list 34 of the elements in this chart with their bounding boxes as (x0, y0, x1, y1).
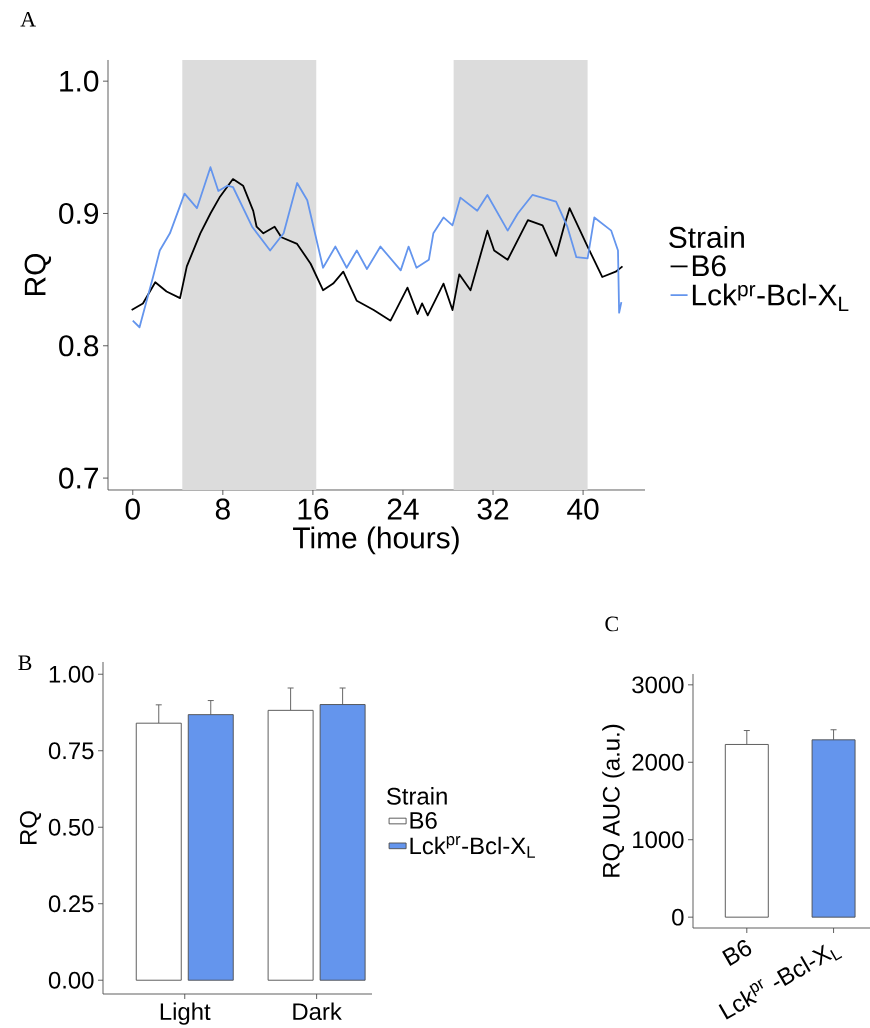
y-tick-label: 0.8 (59, 335, 99, 357)
y-axis-title: RQ AUC (a.u.) (602, 724, 625, 877)
x-tick-label: 16 (298, 498, 329, 520)
x-tick-label: Light (160, 1002, 211, 1025)
y-tick-label: 0.9 (59, 202, 99, 225)
legend-label: Lck$^{pr}$-Bcl-X$_{L}$ (692, 283, 849, 312)
legend-label: B6 (692, 255, 726, 277)
x-tick-label: 32 (477, 498, 509, 520)
legend-label: B6 (410, 811, 437, 829)
y-axis-title: RQ (24, 254, 52, 295)
x-axis-title: Time (hours) (293, 526, 459, 555)
legend-title: Strain (669, 226, 744, 249)
text: A (20, 11, 36, 27)
y-tick-label: 1000 (633, 831, 684, 849)
y-tick-label: 0 (672, 908, 684, 926)
y-tick-label: 0.00 (48, 971, 94, 989)
y-tick-label: 1.00 (49, 665, 94, 683)
y-tick-label: 0.25 (48, 895, 94, 913)
x-tick-label: Dark (293, 1002, 342, 1021)
text: B (18, 655, 32, 670)
x-tick-label: 24 (387, 498, 419, 520)
y-axis-title: RQ (19, 811, 42, 844)
legend-label: Lck$^{pr}$-Bcl-X$_{L}$ (410, 836, 535, 858)
y-tick-label: 0.75 (48, 742, 94, 760)
y-tick-label: 0.7 (59, 467, 98, 489)
legend-title: Strain (386, 787, 447, 805)
y-tick-label: 1.0 (60, 70, 99, 92)
y-tick-label: 3000 (632, 676, 684, 694)
text: C (605, 616, 618, 632)
x-tick-label: 40 (567, 498, 599, 520)
y-tick-label: 2000 (632, 753, 684, 771)
y-tick-label: 0.50 (48, 818, 94, 836)
x-tick-label: 8 (215, 498, 230, 520)
x-tick-label: 0 (125, 498, 140, 520)
